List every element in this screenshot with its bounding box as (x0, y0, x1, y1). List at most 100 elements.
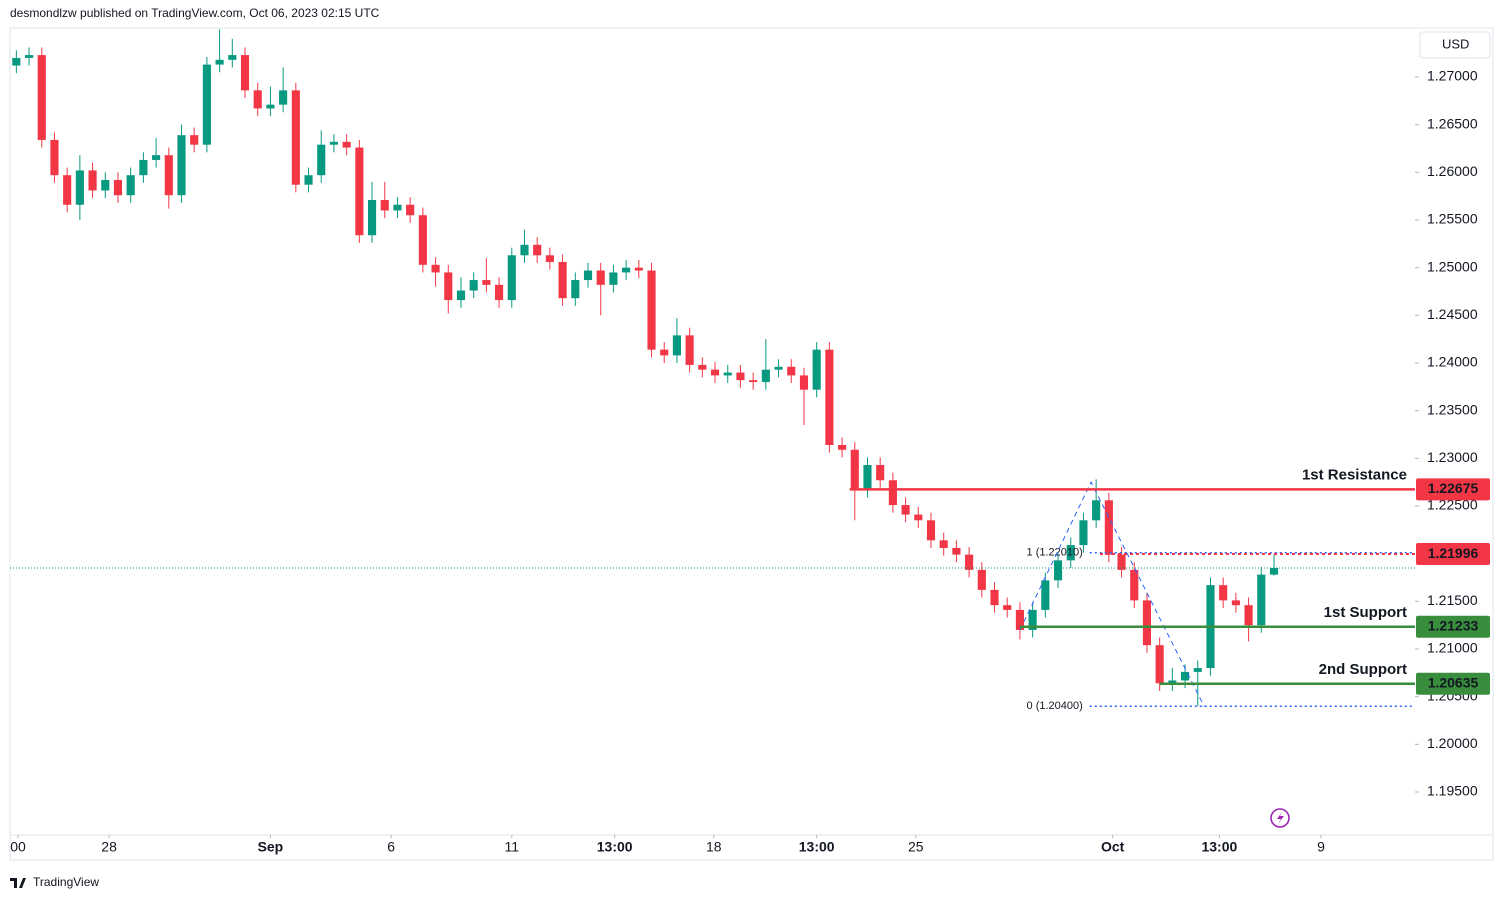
candle-body (1257, 574, 1266, 626)
candle-body (88, 170, 97, 191)
candle-body (12, 57, 21, 66)
candle-body (939, 540, 948, 548)
x-tick-label: 00 (10, 839, 26, 855)
candle-body (685, 335, 694, 365)
candle-body (660, 349, 669, 356)
candle-body (101, 179, 110, 191)
candle-body (698, 364, 707, 370)
price-label-box (1416, 615, 1490, 638)
candle-body (1003, 605, 1012, 610)
candle-body (1193, 668, 1202, 672)
candle-body (1244, 605, 1253, 626)
candle-body (304, 175, 313, 185)
icon-circle (1270, 808, 1290, 828)
currency-box[interactable] (1419, 31, 1491, 59)
candle-body (977, 569, 986, 590)
y-tick-label: 1.21500 (1427, 592, 1478, 608)
candle-body (583, 270, 593, 281)
lightning-icon[interactable] (1270, 808, 1290, 828)
candle-body (279, 90, 288, 105)
candle-body (774, 366, 783, 370)
candle-body (1104, 500, 1113, 555)
candle-body (1015, 609, 1024, 630)
price-label-box (1416, 478, 1490, 501)
candle-body (418, 215, 427, 265)
x-tick-label: 6 (387, 839, 395, 855)
candle-body (876, 465, 885, 481)
candle-body (634, 267, 643, 271)
candle-body (355, 147, 364, 236)
candle-body (622, 267, 631, 273)
candle-body (253, 90, 262, 109)
candle-body (317, 144, 326, 176)
fib-label: 1 (1.22010) (1027, 547, 1083, 559)
price-label: 1.21996 (1428, 545, 1479, 561)
candle-body (1130, 569, 1139, 601)
candle-body (596, 270, 605, 285)
candle-body (37, 55, 46, 140)
y-tick-label: 1.22500 (1427, 497, 1478, 513)
y-tick-label: 1.26500 (1427, 115, 1478, 131)
candle-body (761, 369, 770, 383)
y-tick-label: 1.21000 (1427, 640, 1478, 656)
y-tick-label: 1.27000 (1427, 68, 1478, 84)
price-label: 1.21233 (1428, 617, 1479, 633)
candle-body (723, 372, 732, 376)
candle-body (495, 284, 504, 301)
candle-body (1142, 600, 1152, 646)
x-tick-label: Sep (258, 839, 284, 855)
candle-body (63, 175, 72, 205)
brand: TradingView (33, 875, 99, 889)
candle-body (520, 244, 529, 256)
x-tick-label: 11 (505, 839, 520, 855)
candle-body (850, 449, 859, 490)
candle-body (926, 520, 936, 541)
candle-body (545, 255, 554, 262)
candle-body (647, 270, 656, 350)
candle-body (152, 155, 161, 160)
candle-body (1028, 609, 1037, 630)
candle-body (952, 547, 961, 555)
candle-body (456, 290, 466, 301)
candle-body (444, 272, 453, 301)
candle-body (812, 349, 821, 390)
y-tick-label: 1.24000 (1427, 354, 1478, 370)
candle-body (571, 280, 580, 299)
candle-body (380, 199, 389, 211)
y-tick-label: 1.23000 (1427, 449, 1478, 465)
candle-body (838, 444, 847, 450)
candle-body (1092, 500, 1101, 521)
candle-body (190, 135, 199, 145)
candle-body (367, 199, 377, 236)
candle-body (1155, 645, 1164, 684)
candle-body (825, 349, 834, 445)
candle-body (1168, 680, 1177, 684)
price-label: 1.20635 (1428, 675, 1479, 691)
candle-body (113, 179, 123, 196)
brand-logo (10, 878, 26, 888)
candle-body (736, 372, 745, 381)
price-label: 1.22675 (1428, 480, 1479, 496)
candle-body (329, 141, 339, 145)
candle-body (431, 264, 440, 273)
candle-body (1079, 520, 1088, 546)
candle-body (914, 514, 923, 521)
candle-body (266, 104, 275, 109)
candle-body (558, 261, 567, 299)
candle-body (139, 159, 148, 176)
y-tick-label: 1.26000 (1427, 163, 1478, 179)
candle-body (1041, 580, 1050, 610)
currency: USD (1442, 36, 1469, 51)
candle-body (482, 280, 491, 285)
frame (9, 27, 1494, 861)
level-name: 1st Support (1324, 604, 1407, 621)
level-name: 2nd Support (1319, 661, 1407, 678)
candle-body (291, 90, 300, 185)
candle-body (177, 135, 186, 196)
candle-body (888, 480, 897, 506)
y-tick-label: 1.25000 (1427, 258, 1478, 274)
candle-body (710, 369, 720, 376)
logo-mark (10, 878, 26, 888)
candle-body (50, 139, 59, 176)
